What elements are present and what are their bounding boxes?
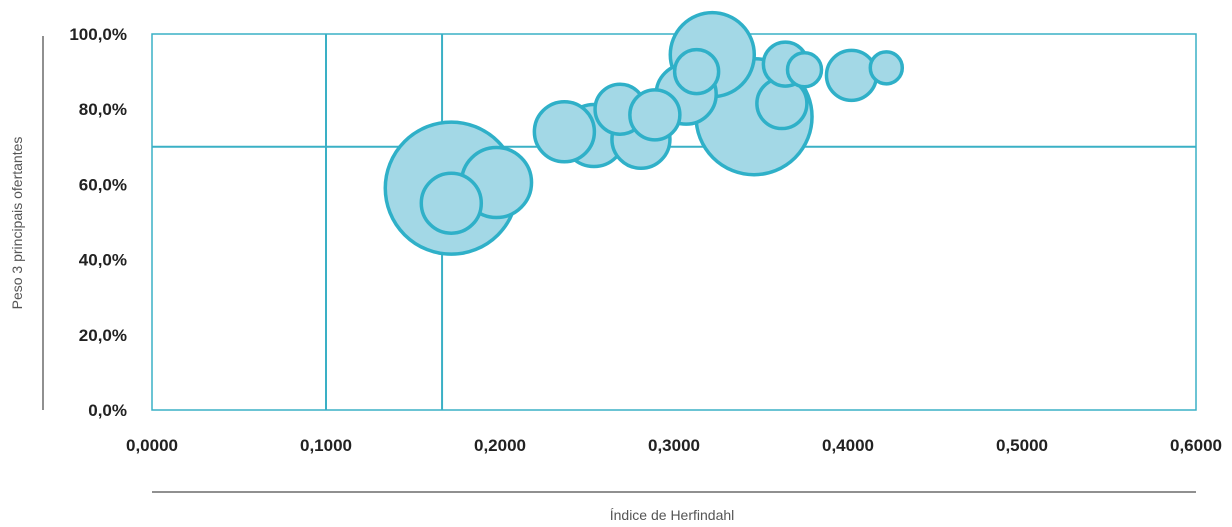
bubble-11 xyxy=(672,47,721,96)
x-tick-label: 0,5000 xyxy=(996,436,1048,455)
y-tick-label: 80,0% xyxy=(79,100,127,119)
x-tick-label: 0,2000 xyxy=(474,436,526,455)
bubble-16 xyxy=(868,50,905,86)
x-tick-label: 0,3000 xyxy=(648,436,700,455)
x-tick-label: 0,4000 xyxy=(822,436,874,455)
y-tick-label: 60,0% xyxy=(79,175,127,194)
bubble-13 xyxy=(824,48,879,103)
bubble-6 xyxy=(532,100,597,164)
y-tick-label: 0,0% xyxy=(88,401,127,420)
y-tick-label: 100,0% xyxy=(69,25,127,44)
y-tick-label: 20,0% xyxy=(79,326,127,345)
bubble-15 xyxy=(785,50,824,89)
x-tick-label: 0,1000 xyxy=(300,436,352,455)
y-tick-label: 40,0% xyxy=(79,251,127,270)
bubbles xyxy=(383,10,905,256)
x-tick-label: 0,0000 xyxy=(126,436,178,455)
bubble-10 xyxy=(628,88,682,142)
y-axis-title: Peso 3 principais ofertantes xyxy=(9,137,25,310)
x-tick-label: 0,6000 xyxy=(1170,436,1222,455)
y-tick-labels: 0,0% 20,0% 40,0% 60,0% 80,0% 100,0% xyxy=(69,25,127,420)
x-axis-title: Índice de Herfindahl xyxy=(610,507,735,523)
bubble-8 xyxy=(419,171,484,235)
x-tick-labels: 0,0000 0,1000 0,2000 0,3000 0,4000 0,5000 0,60… xyxy=(126,436,1222,455)
